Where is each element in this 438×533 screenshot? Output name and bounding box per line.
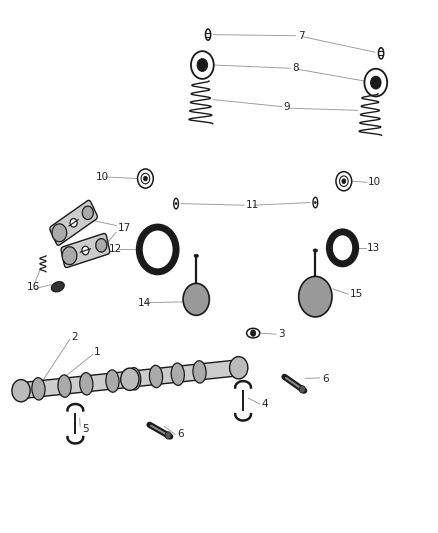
Ellipse shape <box>32 378 45 400</box>
Text: 7: 7 <box>298 31 304 41</box>
Text: 16: 16 <box>27 282 40 292</box>
Circle shape <box>230 357 248 379</box>
Text: 6: 6 <box>322 375 328 384</box>
Text: 9: 9 <box>284 102 290 111</box>
Ellipse shape <box>127 368 141 390</box>
Circle shape <box>141 173 150 184</box>
Text: 1: 1 <box>94 347 101 357</box>
Ellipse shape <box>194 254 198 257</box>
Circle shape <box>82 206 93 220</box>
Circle shape <box>62 247 77 265</box>
Circle shape <box>191 51 214 79</box>
Text: 5: 5 <box>82 424 89 433</box>
Text: 10: 10 <box>95 172 109 182</box>
Ellipse shape <box>51 281 64 292</box>
FancyBboxPatch shape <box>61 233 110 268</box>
Circle shape <box>197 59 208 71</box>
Text: 13: 13 <box>367 243 380 253</box>
Ellipse shape <box>106 370 119 392</box>
Circle shape <box>183 284 209 316</box>
Text: 6: 6 <box>177 430 184 439</box>
Circle shape <box>96 239 107 252</box>
FancyBboxPatch shape <box>50 200 97 245</box>
Text: 3: 3 <box>278 329 285 339</box>
Circle shape <box>299 277 332 317</box>
Ellipse shape <box>247 328 260 338</box>
Ellipse shape <box>378 48 384 59</box>
Text: 2: 2 <box>71 332 78 342</box>
FancyBboxPatch shape <box>19 360 241 399</box>
Ellipse shape <box>205 29 211 40</box>
Text: 14: 14 <box>138 298 151 308</box>
Ellipse shape <box>149 365 162 387</box>
Ellipse shape <box>174 198 178 209</box>
Circle shape <box>299 386 305 393</box>
Text: 8: 8 <box>293 63 299 73</box>
Circle shape <box>70 219 77 227</box>
Circle shape <box>138 169 153 188</box>
Ellipse shape <box>313 197 318 208</box>
Ellipse shape <box>58 375 71 397</box>
Text: 11: 11 <box>246 200 259 210</box>
Ellipse shape <box>193 361 206 383</box>
Circle shape <box>52 224 67 242</box>
Ellipse shape <box>171 363 184 385</box>
Ellipse shape <box>80 373 93 395</box>
Circle shape <box>342 179 346 183</box>
Text: 4: 4 <box>262 399 268 409</box>
Circle shape <box>12 379 30 402</box>
Text: 10: 10 <box>368 177 381 187</box>
Circle shape <box>121 368 139 390</box>
Circle shape <box>314 201 316 204</box>
Circle shape <box>371 76 381 89</box>
Text: 17: 17 <box>117 223 131 233</box>
Circle shape <box>364 69 387 96</box>
Circle shape <box>336 172 352 191</box>
Circle shape <box>339 176 348 187</box>
Circle shape <box>251 330 256 336</box>
Circle shape <box>175 203 177 205</box>
Text: 12: 12 <box>109 245 122 254</box>
Circle shape <box>165 432 171 439</box>
Circle shape <box>82 246 89 255</box>
Circle shape <box>143 176 147 181</box>
Ellipse shape <box>313 249 318 252</box>
Text: 15: 15 <box>350 289 363 299</box>
